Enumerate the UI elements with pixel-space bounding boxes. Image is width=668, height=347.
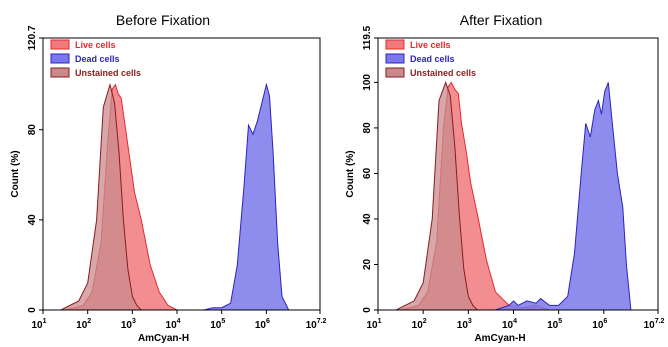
legend-swatch <box>50 39 70 50</box>
panel-2: After Fixation Live cells Dead cells Unstai… <box>345 12 665 344</box>
x-tick-label: 101 <box>31 318 46 331</box>
y-tick-label: 0 <box>362 307 373 313</box>
x-tick-label: 106 <box>592 318 607 331</box>
y-tick-label: 80 <box>27 124 38 136</box>
y-tick-label: 40 <box>27 214 38 226</box>
x-tick-label: 103 <box>457 318 472 331</box>
chart-title: After Fixation <box>460 12 542 28</box>
x-tick-label: 102 <box>412 318 427 331</box>
plot-frame <box>42 37 321 311</box>
y-tick-label: 119.5 <box>362 25 373 50</box>
legend-swatch <box>50 67 70 78</box>
legend-swatch <box>50 53 70 64</box>
x-tick-label: 106 <box>255 318 270 331</box>
y-axis-label: Count (%) <box>10 150 21 197</box>
x-axis-label: AmCyan-H <box>474 333 525 344</box>
y-tick-label: 100 <box>362 74 373 91</box>
legend-label: Unstained cells <box>410 68 476 78</box>
legend-swatch <box>385 39 405 50</box>
y-axis-label: Count (%) <box>345 150 356 197</box>
x-tick-label: 101 <box>366 318 381 331</box>
x-tick-label: 104 <box>502 318 517 331</box>
series-unstained-cells <box>60 82 143 311</box>
x-axis-label: AmCyan-H <box>138 333 189 344</box>
x-tick-label: 107.2 <box>644 318 665 331</box>
chart-title: Before Fixation <box>116 12 210 28</box>
x-tick-label: 105 <box>547 318 562 331</box>
y-tick-label: 0 <box>27 307 38 313</box>
y-tick-label: 40 <box>362 213 373 225</box>
y-tick-label: 80 <box>362 122 373 134</box>
series-unstained-cells <box>395 80 479 311</box>
legend-label: Dead cells <box>75 54 120 64</box>
legend-swatch <box>385 67 405 78</box>
series-live-cells <box>400 81 550 311</box>
legend-swatch <box>385 53 405 64</box>
y-tick-label: 60 <box>362 167 373 179</box>
series-dead-cells <box>495 82 632 311</box>
panel-1: Before Fixation Live cells Dead cells Unsta… <box>10 12 327 344</box>
legend-label: Live cells <box>410 40 451 50</box>
y-tick-label: 20 <box>362 258 373 270</box>
series-dead-cells <box>203 82 290 311</box>
legend-label: Unstained cells <box>75 68 141 78</box>
x-tick-label: 105 <box>210 318 225 331</box>
plot-frame <box>377 37 659 311</box>
y-tick-label: 120.7 <box>27 25 38 50</box>
x-tick-label: 102 <box>76 318 91 331</box>
legend-label: Live cells <box>75 40 116 50</box>
x-tick-label: 103 <box>121 318 136 331</box>
x-tick-label: 107.2 <box>306 318 327 331</box>
x-tick-label: 104 <box>166 318 181 331</box>
legend-label: Dead cells <box>410 54 455 64</box>
